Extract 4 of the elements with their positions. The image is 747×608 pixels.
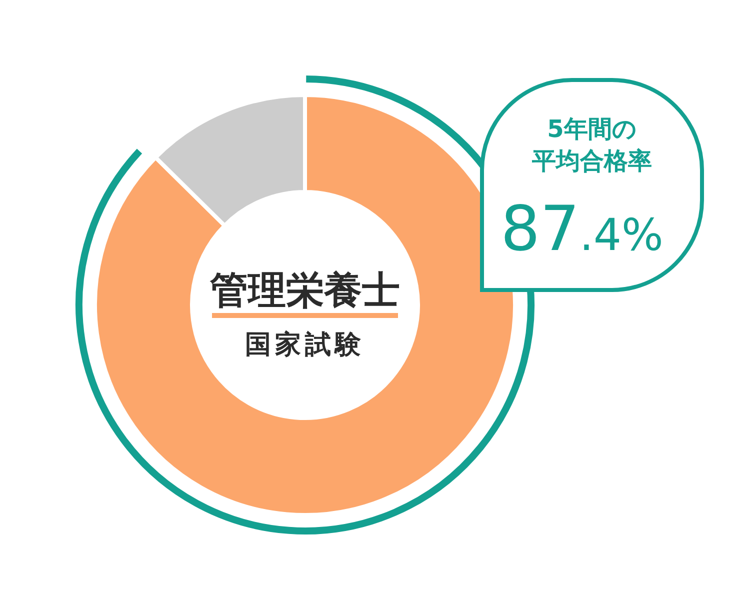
text: 国家試験 xyxy=(245,330,365,360)
text: 平均合格率 xyxy=(531,147,652,175)
text: 5年間の xyxy=(547,115,637,143)
text: 管理栄養士 xyxy=(209,268,400,312)
